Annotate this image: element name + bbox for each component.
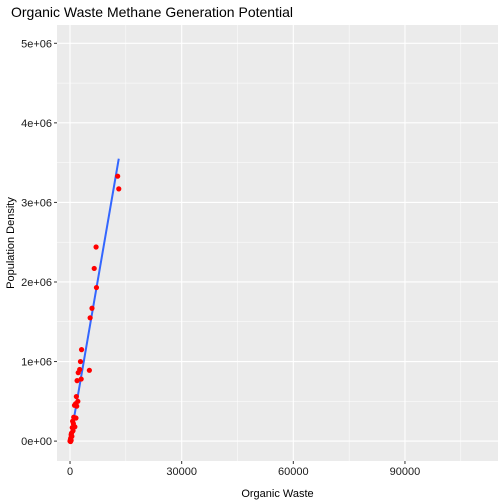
- data-point: [86, 367, 92, 373]
- data-point: [67, 438, 74, 445]
- data-point: [73, 393, 79, 400]
- y-axis: 0e+00 1e+06 2e+06 3e+06 4e+06 5e+06: [21, 38, 57, 448]
- data-point: [115, 173, 121, 179]
- x-axis: 0 30000 60000 90000: [67, 461, 420, 478]
- y-tick-label: 4e+06: [21, 118, 52, 130]
- data-point: [77, 358, 84, 365]
- grid-lines: [57, 25, 498, 461]
- x-axis-title: Organic Waste: [241, 488, 313, 500]
- data-point: [93, 284, 100, 291]
- x-tick-label: 60000: [278, 466, 309, 478]
- data-point: [89, 305, 95, 311]
- y-axis-title: Population Density: [5, 197, 17, 289]
- y-tick-label: 5e+06: [21, 38, 52, 50]
- data-point: [75, 370, 81, 376]
- data-point: [74, 378, 80, 384]
- y-tick-label: 3e+06: [21, 197, 52, 209]
- plot-panel: [57, 25, 498, 461]
- y-tick-label: 2e+06: [21, 277, 52, 289]
- fit-line: [69, 158, 120, 442]
- x-tick-label: 30000: [166, 466, 197, 478]
- y-tick-label: 1e+06: [21, 357, 52, 369]
- x-tick-label: 90000: [390, 466, 421, 478]
- data-point: [116, 186, 122, 192]
- data-point: [73, 415, 79, 421]
- data-point: [78, 376, 84, 382]
- data-point: [78, 347, 85, 353]
- chart-title: Organic Waste Methane Generation Potenti…: [11, 4, 293, 20]
- data-point: [91, 265, 97, 272]
- data-point: [93, 244, 99, 250]
- data-point: [87, 315, 93, 321]
- y-tick-label: 0e+00: [21, 436, 52, 448]
- x-tick-label: 0: [67, 466, 73, 478]
- regression-line: [69, 158, 120, 442]
- data-points: [67, 173, 122, 445]
- data-point: [74, 403, 80, 409]
